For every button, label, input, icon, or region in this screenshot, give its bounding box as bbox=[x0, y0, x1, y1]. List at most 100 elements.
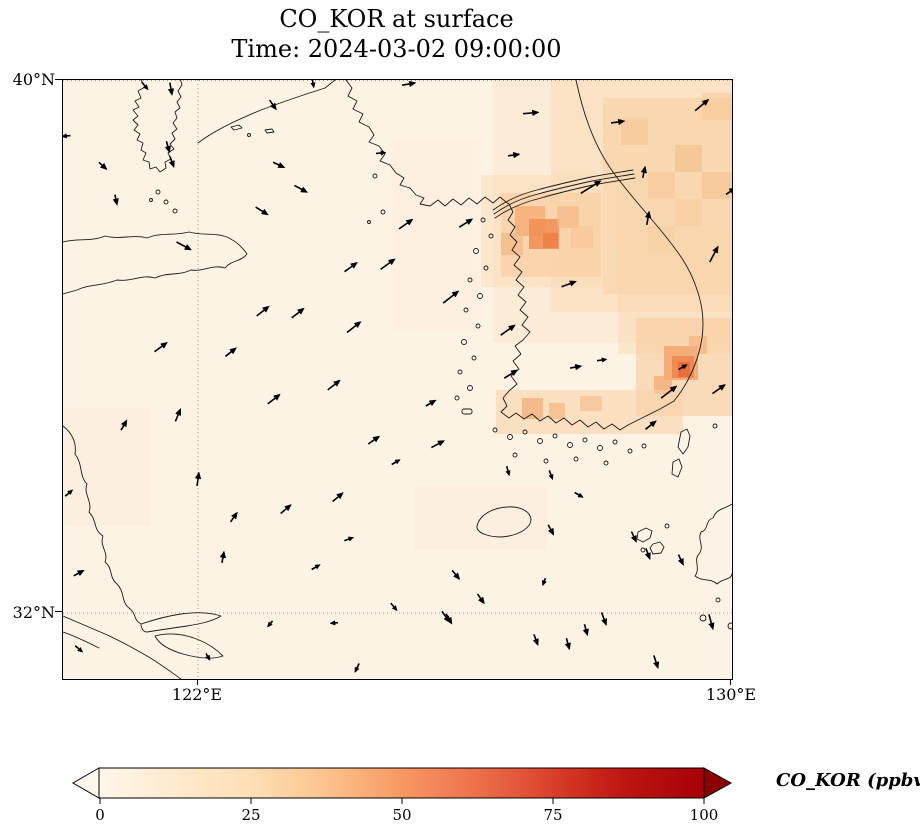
wind-arrow bbox=[574, 491, 584, 498]
colorbar-ticks: 0 25 50 75 100 bbox=[95, 798, 718, 824]
wind-arrow bbox=[694, 98, 710, 112]
coast-kyushu bbox=[694, 503, 732, 585]
wind-arrow bbox=[401, 80, 417, 88]
co-heat-patch bbox=[63, 408, 151, 526]
coast-nk-west bbox=[345, 80, 510, 207]
wind-arrow bbox=[503, 369, 519, 379]
wind-quiver-layer bbox=[63, 80, 732, 674]
wind-arrow bbox=[168, 156, 175, 169]
wind-arrow bbox=[280, 504, 292, 515]
wind-arrow bbox=[255, 206, 269, 216]
wind-arrow bbox=[327, 379, 341, 391]
wind-arrow bbox=[564, 637, 571, 651]
figure-title-block: CO_KOR at surface Time: 2024-03-02 09:00… bbox=[62, 4, 731, 64]
wind-arrow bbox=[367, 435, 381, 445]
co-heat-patch bbox=[702, 172, 732, 199]
wind-arrow bbox=[256, 305, 270, 317]
coastline-layer bbox=[63, 80, 732, 679]
wind-arrow bbox=[346, 321, 362, 334]
wind-arrow bbox=[711, 384, 727, 395]
wind-arrow bbox=[219, 550, 227, 564]
wind-arrow bbox=[561, 280, 578, 288]
colorbar-gradient-bar bbox=[98, 767, 705, 799]
wind-arrow bbox=[375, 150, 387, 156]
wind-arrow bbox=[610, 118, 626, 126]
wind-arrow bbox=[229, 511, 238, 523]
wind-arrow bbox=[431, 440, 446, 449]
wind-arrow bbox=[294, 184, 309, 193]
wind-arrow bbox=[354, 663, 360, 674]
islands-west-coast bbox=[454, 217, 494, 415]
wind-arrow bbox=[660, 385, 678, 399]
y-tick-32n bbox=[55, 611, 62, 612]
wind-arrow bbox=[164, 140, 171, 154]
co-heat-patch bbox=[571, 226, 593, 248]
wind-arrow bbox=[548, 470, 554, 481]
wind-arrow bbox=[425, 399, 437, 407]
co-heat-patch bbox=[580, 396, 602, 411]
wind-arrow bbox=[458, 218, 474, 228]
wind-arrow bbox=[332, 492, 344, 503]
wind-arrow bbox=[398, 218, 414, 230]
wind-arrow bbox=[267, 393, 281, 405]
wind-arrow bbox=[224, 347, 238, 357]
y-tick-40n bbox=[55, 79, 62, 80]
co-heat-patch bbox=[621, 118, 648, 145]
wind-arrow bbox=[174, 407, 182, 422]
wind-arrow bbox=[390, 602, 398, 612]
border-dmz-2 bbox=[493, 173, 635, 215]
figure-title: CO_KOR at surface bbox=[279, 5, 514, 33]
colorbar-right-arrow bbox=[703, 767, 733, 799]
map-svg bbox=[63, 80, 732, 679]
wind-arrow bbox=[267, 620, 274, 628]
wind-arrow bbox=[532, 634, 539, 647]
co-heat-patch bbox=[648, 172, 675, 199]
wind-arrow bbox=[391, 459, 401, 466]
wind-arrow bbox=[380, 258, 396, 270]
wind-arrow bbox=[451, 569, 461, 581]
wind-arrow bbox=[272, 161, 286, 169]
co-heat-patch bbox=[501, 233, 523, 255]
islands-south-coast bbox=[492, 427, 647, 466]
wind-arrow bbox=[445, 613, 453, 625]
x-axis-tick-label-130e: 130°E bbox=[705, 685, 757, 704]
wind-arrow bbox=[708, 614, 715, 631]
wind-arrow bbox=[630, 531, 637, 544]
wind-arrow bbox=[678, 364, 688, 371]
colorbar-tick-label: 0 bbox=[95, 806, 105, 824]
co-heat-patch bbox=[675, 145, 702, 172]
map-plot-area bbox=[62, 79, 733, 680]
colorbar-tick-label: 50 bbox=[392, 806, 411, 824]
figure-subtitle-time: Time: 2024-03-02 09:00:00 bbox=[231, 35, 562, 63]
colorbar: 0 25 50 75 100 bbox=[60, 764, 760, 828]
island-tsushima bbox=[677, 428, 691, 455]
wind-arrow bbox=[644, 210, 652, 226]
wind-arrow bbox=[600, 612, 608, 627]
co-heat-patch bbox=[689, 336, 707, 354]
wind-arrow bbox=[154, 341, 168, 353]
wind-arrow bbox=[582, 623, 589, 637]
wind-arrow bbox=[505, 465, 511, 477]
islands-goto bbox=[636, 527, 653, 543]
wind-arrow bbox=[547, 524, 555, 536]
wind-arrow bbox=[120, 419, 128, 431]
wind-arrow bbox=[141, 81, 149, 91]
co-heat-patch bbox=[391, 138, 479, 330]
wind-arrow bbox=[63, 133, 71, 139]
wind-arrow bbox=[644, 420, 658, 430]
coast-korea-east bbox=[575, 80, 704, 402]
wind-arrow bbox=[167, 82, 175, 97]
co-heat-patch bbox=[543, 233, 558, 248]
wind-arrow bbox=[725, 188, 732, 196]
wind-arrow bbox=[644, 548, 651, 561]
island-chongming bbox=[154, 633, 224, 659]
wind-arrow bbox=[476, 593, 485, 605]
wind-arrow bbox=[677, 554, 684, 567]
wind-arrow bbox=[310, 80, 316, 89]
co-heat-patch bbox=[675, 199, 702, 226]
wind-arrow bbox=[73, 569, 85, 577]
wind-arrow bbox=[112, 194, 119, 206]
wind-arrow bbox=[291, 307, 305, 319]
wind-arrow bbox=[205, 653, 211, 662]
coast-shandong bbox=[63, 231, 248, 295]
